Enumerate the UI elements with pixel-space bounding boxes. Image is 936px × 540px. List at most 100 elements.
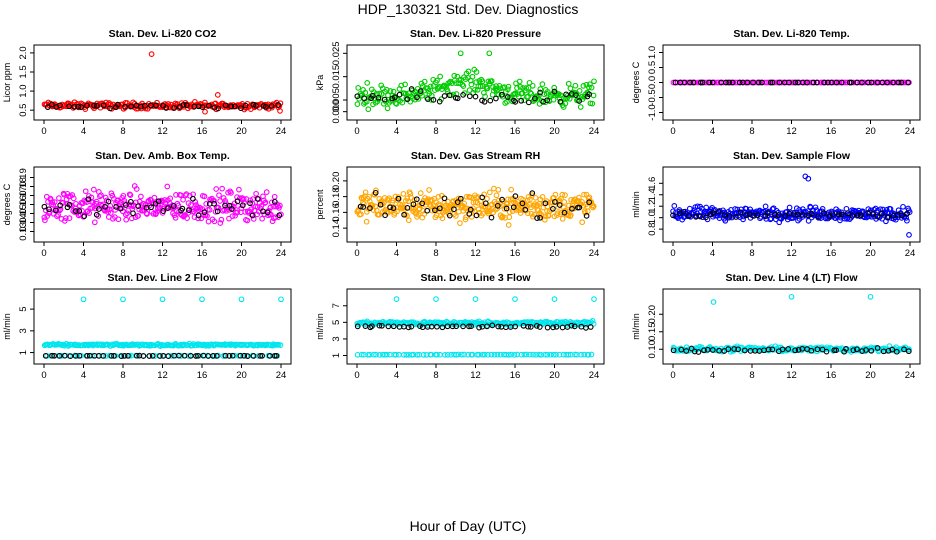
data-point xyxy=(420,351,427,358)
x-tick-label: 12 xyxy=(157,126,168,137)
data-point xyxy=(784,216,791,223)
data-point xyxy=(123,216,130,223)
data-point xyxy=(890,79,897,86)
data-point xyxy=(740,216,746,223)
y-tick-label: 0.14 xyxy=(18,213,29,232)
data-point xyxy=(701,347,707,354)
data-point xyxy=(42,217,48,224)
y-tick-label: 0.025 xyxy=(331,41,342,65)
outlier-point xyxy=(867,293,874,300)
data-point xyxy=(573,92,579,98)
data-point xyxy=(363,218,370,225)
data-point xyxy=(162,342,168,349)
data-point xyxy=(44,104,51,110)
data-point xyxy=(528,204,534,211)
y-tick-label: 1 xyxy=(18,350,29,355)
series-black xyxy=(670,208,910,221)
data-point xyxy=(884,79,890,86)
data-point xyxy=(195,103,202,110)
data-point xyxy=(512,193,519,199)
data-point xyxy=(497,351,504,358)
data-point xyxy=(512,323,519,330)
data-point xyxy=(434,351,440,358)
data-point xyxy=(486,189,493,196)
data-point xyxy=(115,216,122,223)
data-point xyxy=(680,208,687,215)
data-point xyxy=(49,199,56,205)
data-point xyxy=(417,323,423,329)
data-point xyxy=(228,103,234,110)
x-tick-label: 0 xyxy=(354,248,359,259)
x-tick-label: 12 xyxy=(786,126,797,137)
data-point xyxy=(505,351,512,358)
data-point xyxy=(884,214,891,220)
data-point xyxy=(373,351,379,358)
data-point xyxy=(122,202,129,208)
data-point xyxy=(102,194,109,201)
data-point xyxy=(358,211,364,218)
data-point xyxy=(795,347,802,353)
data-point xyxy=(430,97,437,103)
data-point xyxy=(170,203,177,209)
data-point xyxy=(390,205,397,211)
data-point xyxy=(72,341,79,348)
data-point xyxy=(89,205,96,211)
data-point xyxy=(102,203,108,210)
data-point xyxy=(135,213,141,219)
data-point xyxy=(190,195,196,202)
data-point xyxy=(848,79,855,86)
data-point xyxy=(93,198,100,205)
x-tick-label: 8 xyxy=(433,370,438,381)
data-point xyxy=(276,212,283,219)
data-point xyxy=(559,215,566,222)
data-point xyxy=(511,97,517,104)
data-point xyxy=(85,196,92,203)
data-point xyxy=(539,194,546,200)
data-point xyxy=(778,79,785,86)
outlier-point xyxy=(788,293,795,300)
x-tick-label: 4 xyxy=(710,370,715,381)
data-point xyxy=(686,205,693,212)
series-green xyxy=(354,50,597,113)
data-point xyxy=(127,198,134,205)
data-point xyxy=(457,220,463,226)
data-point xyxy=(786,204,793,211)
y-tick-label: 1.0 xyxy=(647,46,658,59)
data-point xyxy=(410,351,417,358)
data-point xyxy=(53,207,59,214)
y-axis-label: kPa xyxy=(315,75,325,91)
data-point xyxy=(716,347,722,354)
data-point xyxy=(726,213,733,219)
data-point xyxy=(525,323,531,330)
x-tick-label: 4 xyxy=(394,370,399,381)
data-point xyxy=(215,204,222,211)
x-tick-label: 0 xyxy=(670,370,675,381)
x-tick-label: 16 xyxy=(510,370,521,381)
data-point xyxy=(214,208,221,215)
x-tick-label: 20 xyxy=(549,248,560,259)
data-point xyxy=(467,206,474,213)
data-point xyxy=(577,104,584,110)
data-point xyxy=(260,193,266,200)
y-tick-label: 5 xyxy=(331,320,342,325)
data-point xyxy=(723,79,729,86)
data-point xyxy=(417,190,424,196)
x-axis-label: Hour of Day (UTC) xyxy=(409,518,527,534)
data-point xyxy=(567,85,574,92)
data-point xyxy=(82,188,89,195)
data-point xyxy=(895,79,902,86)
data-point xyxy=(488,78,495,84)
data-point xyxy=(754,212,761,219)
series-black xyxy=(44,101,282,112)
data-point xyxy=(744,79,751,86)
data-point xyxy=(442,352,448,358)
data-point xyxy=(589,100,596,107)
data-point xyxy=(469,73,476,80)
data-point xyxy=(267,204,274,211)
data-point xyxy=(367,205,373,211)
data-point xyxy=(271,193,278,200)
x-tick-label: 24 xyxy=(589,248,600,259)
panel-6: Stan. Dev. Sample Flow ml/min 0 4 8 12 16 20 24 0… xyxy=(631,150,921,259)
x-tick-label: 8 xyxy=(120,248,125,259)
data-point xyxy=(534,215,540,221)
